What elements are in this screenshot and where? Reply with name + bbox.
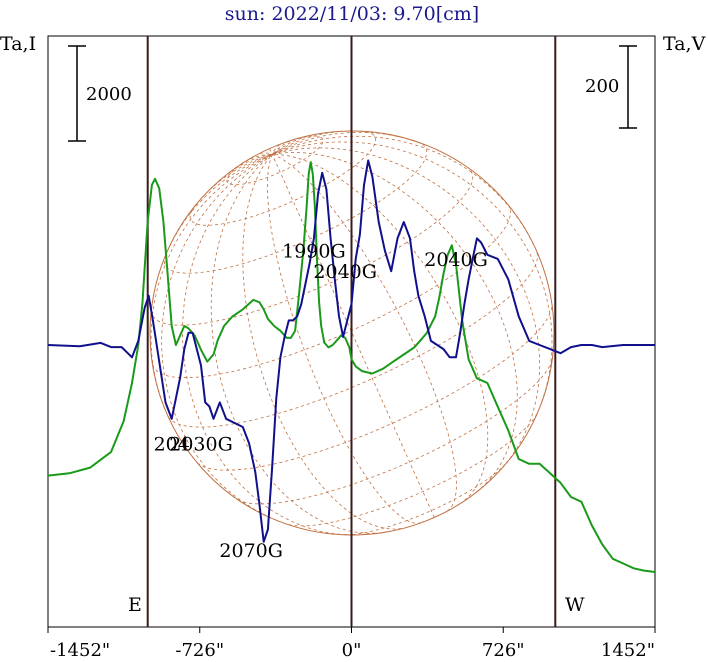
grid-line xyxy=(271,154,435,518)
grid-line xyxy=(161,153,278,521)
left-scale-bar xyxy=(68,45,86,142)
x-axis-ticks: -1452" -726" 0" 726" 1452" xyxy=(47,627,656,661)
grid-line xyxy=(163,141,428,274)
grid-line xyxy=(271,135,308,155)
x-tick-label: 1452" xyxy=(601,640,655,661)
grid-line xyxy=(271,138,296,155)
grid-line xyxy=(272,141,553,403)
grid-line xyxy=(269,148,273,155)
grid-line xyxy=(272,153,489,501)
x-tick-label: 726" xyxy=(482,640,525,661)
left-scale-label: 2000 xyxy=(86,84,132,105)
grid-line xyxy=(150,153,273,410)
x-tick-label: -1452" xyxy=(50,640,110,661)
annotation-label: 2040G xyxy=(313,261,377,283)
grid-line xyxy=(420,510,448,524)
annotation-label: 1990G xyxy=(282,241,346,263)
limb-lines xyxy=(146,36,557,627)
grid-line xyxy=(235,153,273,169)
west-label: W xyxy=(565,594,585,616)
annotation-label: 2040G xyxy=(424,249,488,271)
series-layer xyxy=(47,159,656,573)
right-scale-bar xyxy=(619,45,637,129)
annotation-label: 204 xyxy=(154,433,190,455)
series-line-polarization xyxy=(47,159,655,543)
right-scale-label: 200 xyxy=(585,76,619,97)
grid-line xyxy=(244,153,273,163)
grid-line xyxy=(272,135,534,245)
chart-title: sun: 2022/11/03: 9.70[cm] xyxy=(225,3,479,25)
series-line-intensity xyxy=(47,161,656,573)
grid-line xyxy=(271,144,281,155)
grid-line xyxy=(197,304,553,471)
grid-line xyxy=(272,151,518,493)
x-tick-label: 0" xyxy=(342,640,362,661)
grid-line xyxy=(288,413,538,527)
east-label: E xyxy=(128,594,142,616)
grid-line xyxy=(151,168,474,326)
grid-line xyxy=(237,358,553,505)
grid-line xyxy=(166,153,273,252)
left-axis-label: Ta,I xyxy=(0,33,36,55)
grid-line xyxy=(272,153,457,512)
grid-line xyxy=(259,152,273,155)
grid-line xyxy=(210,153,388,534)
grid-line xyxy=(272,147,541,469)
right-axis-label: Ta,V xyxy=(663,33,706,55)
annotation-label: 2030G xyxy=(169,433,233,455)
x-tick-label: -726" xyxy=(175,640,224,661)
grid-line xyxy=(266,154,422,524)
annotation-label: 2070G xyxy=(219,540,283,562)
grid-line xyxy=(272,131,415,155)
